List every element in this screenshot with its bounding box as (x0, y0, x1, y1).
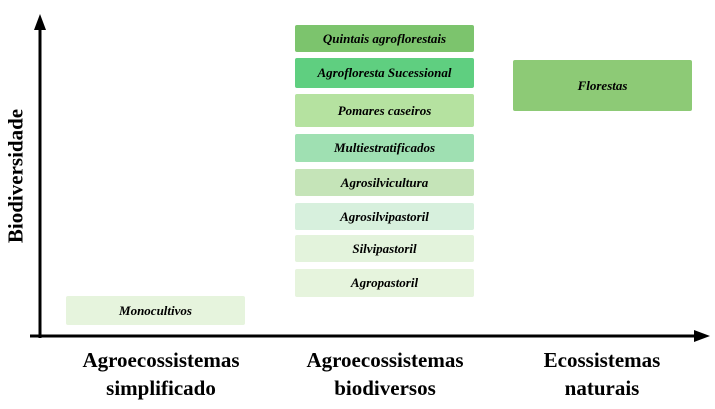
box-multiestratificados-label: Multiestratificados (333, 140, 436, 155)
category-ecossistemas-naturais: Ecossistemas naturais (492, 346, 712, 402)
box-agrofloresta-sucessional: Agrofloresta Sucessional (295, 58, 474, 88)
category-line-2: simplificado (106, 376, 216, 400)
box-multiestratificados: Multiestratificados (295, 134, 474, 162)
category-line-2: naturais (564, 376, 640, 400)
x-axis-arrowhead (694, 330, 710, 342)
box-silvipastoril-label: Silvipastoril (352, 240, 417, 256)
box-agrosilvipastoril-label: Agrosilvipastoril (340, 208, 429, 224)
box-florestas: Florestas (513, 60, 692, 111)
box-florestas-label: Florestas (577, 77, 628, 93)
box-agrofloresta-sucessional-label: Agrofloresta Sucessional (317, 65, 452, 80)
category-line-1: Agroecossistemas (306, 348, 464, 372)
box-quintais-agroflorestais: Quintais agroflorestais (295, 25, 474, 52)
y-axis-label: Biodiversidade (3, 108, 28, 244)
box-monocultivos: Monocultivos (66, 296, 245, 325)
box-agrosilvipastoril: Agrosilvipastoril (295, 203, 474, 230)
box-agropastoril-label: Agropastoril (350, 275, 419, 290)
category-agroecossistemas-biodiversos: Agroecossistemas biodiversos (275, 346, 495, 402)
box-agrosilvicultura-label: Agrosilvicultura (340, 174, 429, 190)
box-silvipastoril: Silvipastoril (295, 235, 474, 262)
box-quintais-agroflorestais-label: Quintais agroflorestais (322, 30, 447, 46)
category-line-2: biodiversos (334, 376, 436, 400)
box-pomares-caseiros-label: Pomares caseiros (337, 102, 432, 118)
box-monocultivos-label: Monocultivos (119, 302, 192, 318)
category-line-1: Ecossistemas (543, 348, 661, 372)
box-agropastoril: Agropastoril (295, 269, 474, 297)
category-agroecossistemas-simplificado: Agroecossistemas simplificado (51, 346, 271, 402)
box-pomares-caseiros: Pomares caseiros (295, 94, 474, 127)
y-axis-arrowhead (34, 14, 46, 30)
category-line-1: Agroecossistemas (82, 348, 240, 372)
box-agrosilvicultura: Agrosilvicultura (295, 169, 474, 196)
